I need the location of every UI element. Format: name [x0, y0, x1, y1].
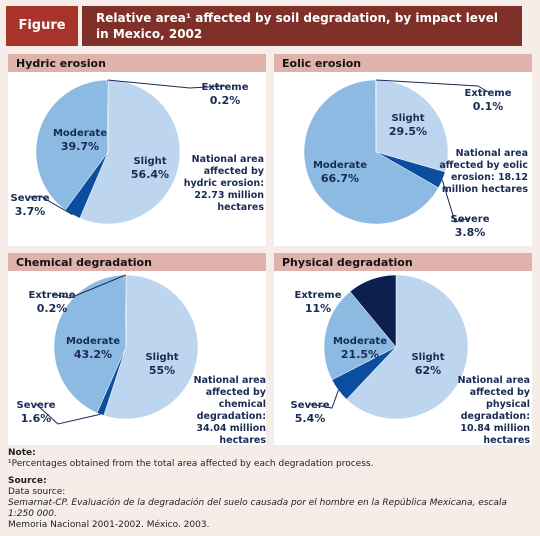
value-label: 3.7% — [15, 205, 46, 218]
category-label: Moderate — [66, 336, 120, 347]
notes: Note: ¹Percentages obtained from the tot… — [8, 448, 532, 531]
value-label: 56.4% — [131, 168, 169, 181]
panel-header — [8, 54, 266, 72]
pie-slice — [103, 274, 199, 420]
annotation: National area affected by chemical degra… — [193, 375, 266, 446]
category-label: Slight — [145, 352, 178, 363]
category-label: Moderate — [313, 160, 367, 171]
note-heading: Note: — [8, 448, 36, 458]
value-label: 1.6% — [21, 412, 52, 425]
category-label: Moderate — [53, 128, 107, 139]
pie-slice — [346, 274, 469, 420]
leader-line — [107, 79, 226, 89]
leader-line — [441, 179, 471, 223]
value-label: 5.4% — [295, 412, 326, 425]
category-label: Severe — [17, 400, 56, 411]
value-label: 39.7% — [61, 140, 99, 153]
panel-title: Physical degradation — [282, 256, 413, 269]
leader-line — [35, 403, 101, 425]
value-label: 21.5% — [341, 348, 379, 361]
pie-slice — [79, 79, 181, 225]
memoria: Memoria Nacional 2001-2002. México. 2003… — [8, 520, 210, 530]
panel-header — [274, 253, 532, 271]
panel-title: Chemical degradation — [16, 256, 152, 269]
value-label: 62% — [415, 364, 441, 377]
category-label: Extreme — [202, 82, 249, 93]
pie-slice — [35, 79, 109, 211]
pie-slice — [349, 274, 397, 348]
value-label: 0.2% — [37, 302, 68, 315]
category-label: Extreme — [295, 290, 342, 301]
leader-line — [51, 274, 126, 299]
panel-title: Hydric erosion — [16, 57, 106, 70]
reference: Semarnat-CP. Evaluación de la degradació… — [8, 498, 507, 519]
pie-slice — [303, 79, 439, 225]
value-label: 29.5% — [389, 125, 427, 138]
annotation: National area affected by eolic erosion:… — [439, 148, 528, 195]
category-label: Extreme — [29, 290, 76, 301]
value-label: 43.2% — [74, 348, 112, 361]
leader-line — [375, 79, 489, 93]
leader-line — [29, 195, 73, 215]
value-label: 0.2% — [210, 94, 241, 107]
source-heading: Source: — [8, 476, 47, 486]
pie-slice — [53, 274, 127, 414]
annotation: National area affected by hydric erosion… — [183, 154, 264, 213]
value-label: 11% — [305, 302, 331, 315]
category-label: Extreme — [465, 88, 512, 99]
value-label: 3.8% — [455, 226, 486, 239]
panel-header — [8, 253, 266, 271]
value-label: 0.1% — [473, 100, 504, 113]
panel-title: Eolic erosion — [282, 57, 361, 70]
note-text: ¹Percentages obtained from the total are… — [8, 459, 374, 469]
category-label: Severe — [291, 400, 330, 411]
leader-line — [309, 390, 339, 409]
category-label: Slight — [133, 156, 166, 167]
annotation: National area affected by physical degra… — [457, 375, 530, 446]
figure-title: Relative area¹ affected by soil degradat… — [82, 6, 522, 46]
panel-header — [274, 54, 532, 72]
category-label: Severe — [451, 214, 490, 225]
category-label: Severe — [11, 193, 50, 204]
category-label: Slight — [411, 352, 444, 363]
value-label: 66.7% — [321, 172, 359, 185]
category-label: Slight — [391, 113, 424, 124]
data-source: Data source: — [8, 487, 66, 497]
value-label: 55% — [149, 364, 175, 377]
category-label: Moderate — [333, 336, 387, 347]
pie-slice — [323, 291, 397, 381]
